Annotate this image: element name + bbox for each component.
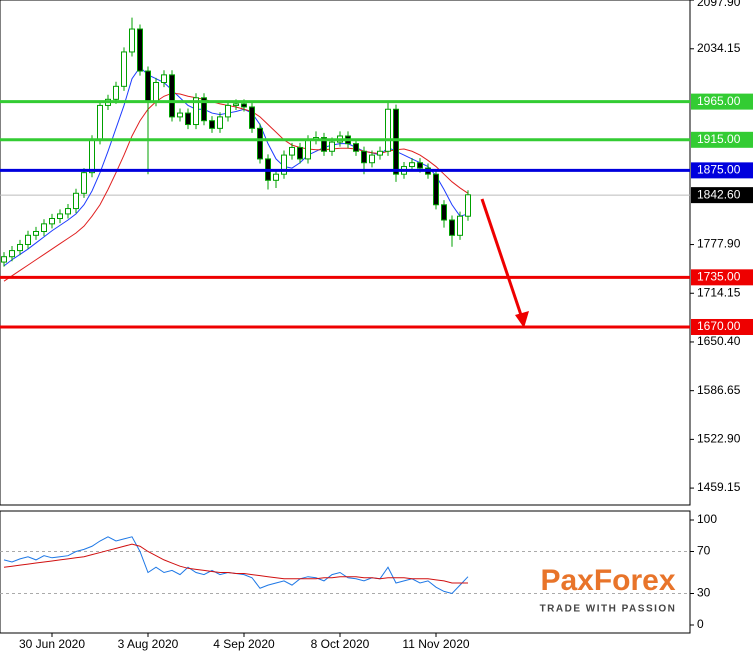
candle-body — [129, 28, 135, 53]
candle-body — [385, 108, 391, 152]
candle-body — [217, 116, 223, 129]
candle-body — [369, 154, 375, 164]
tagline: TRADE WITH PASSION — [540, 604, 677, 615]
candle-body — [225, 104, 231, 118]
candle-body — [161, 74, 167, 84]
y-tick-label: 1522.90 — [697, 432, 741, 446]
arrow-head — [515, 311, 529, 328]
y-tick-label: 100 — [697, 512, 717, 526]
candle-body — [81, 172, 87, 194]
y-tick-label: 30 — [697, 586, 711, 600]
x-tick-label: 30 Jun 2020 — [19, 637, 85, 651]
candle-body — [153, 82, 159, 103]
y-tick-label: 2034.15 — [697, 41, 741, 55]
candle-body — [297, 146, 303, 160]
candle-body — [321, 137, 327, 152]
level-box — [691, 93, 753, 110]
candle-body — [49, 218, 55, 225]
candle-body — [121, 51, 127, 87]
x-tick-label: 11 Nov 2020 — [402, 637, 469, 651]
candle-body — [65, 208, 71, 215]
indicator-line — [3, 543, 468, 584]
current-price-label: 1842.60 — [697, 187, 741, 201]
y-tick-label: 70 — [697, 544, 711, 558]
x-tick-label: 8 Oct 2020 — [311, 637, 370, 651]
candle-body — [89, 139, 95, 174]
candle-body — [41, 223, 47, 232]
candle-body — [113, 85, 119, 100]
candle-body — [249, 106, 255, 129]
candle-body — [449, 219, 455, 236]
candle-body — [409, 162, 415, 168]
candle-body — [209, 120, 215, 129]
level-label: 1875.00 — [697, 163, 741, 177]
candle-body — [353, 143, 359, 152]
level-box — [691, 269, 753, 286]
candle-body — [361, 150, 367, 164]
level-box — [691, 318, 753, 335]
candle-body — [137, 28, 143, 72]
candle-body — [393, 108, 399, 175]
axes: 2097.90 2034.15 1777.90 1714.15 1650.40 1586.… — [19, 0, 753, 651]
candle-body — [57, 213, 63, 220]
logo: PaxForex — [540, 564, 675, 597]
level-box — [691, 131, 753, 148]
price-panel — [0, 0, 691, 506]
level-label: 1735.00 — [697, 270, 741, 284]
y-tick-label: 0 — [697, 617, 704, 631]
candle-body — [177, 112, 183, 118]
candle-body — [417, 162, 423, 169]
candle-body — [457, 215, 463, 236]
candle-body — [193, 97, 199, 126]
candle-body — [25, 234, 31, 245]
y-tick-label: 1714.15 — [697, 285, 741, 299]
candle-body — [305, 139, 311, 160]
candle-body — [17, 243, 23, 252]
candle-body — [273, 173, 279, 181]
candle-body — [1, 256, 7, 263]
candle-body — [257, 127, 263, 160]
candle-body — [465, 194, 471, 217]
y-tick-label: 1586.65 — [697, 383, 741, 397]
y-tick-label: 1459.15 — [697, 480, 741, 494]
indicator-line — [3, 536, 469, 595]
level-label: 1670.00 — [697, 319, 741, 333]
candle-body — [281, 154, 287, 175]
arrow-shaft — [480, 198, 524, 319]
candle-body — [329, 141, 335, 152]
y-tick-label: 1777.90 — [697, 237, 741, 251]
candle-body — [145, 70, 151, 103]
level-label: 1915.00 — [697, 132, 741, 146]
candle-body — [9, 250, 15, 258]
x-tick-label: 3 Aug 2020 — [118, 637, 179, 651]
level-label: 1965.00 — [697, 94, 741, 108]
candle-body — [97, 104, 103, 141]
candle-body — [289, 146, 295, 156]
price-plot — [0, 17, 690, 329]
candle-body — [433, 173, 439, 206]
current-price-box — [691, 187, 753, 204]
candle-body — [201, 97, 207, 122]
candle-body — [185, 112, 191, 126]
x-tick-label: 4 Sep 2020 — [213, 637, 275, 651]
candle-body — [73, 192, 79, 210]
y-tick-label: 2097.90 — [697, 0, 741, 9]
candle-body — [377, 150, 383, 156]
candle-body — [169, 74, 175, 118]
indicator-plot — [0, 536, 690, 595]
indicator-panel — [0, 510, 691, 634]
candle-body — [441, 204, 447, 221]
candle-body — [233, 103, 239, 106]
level-box — [691, 162, 753, 179]
candle-body — [241, 103, 247, 108]
y-tick-label: 1650.40 — [697, 334, 741, 348]
candle-body — [33, 230, 39, 236]
